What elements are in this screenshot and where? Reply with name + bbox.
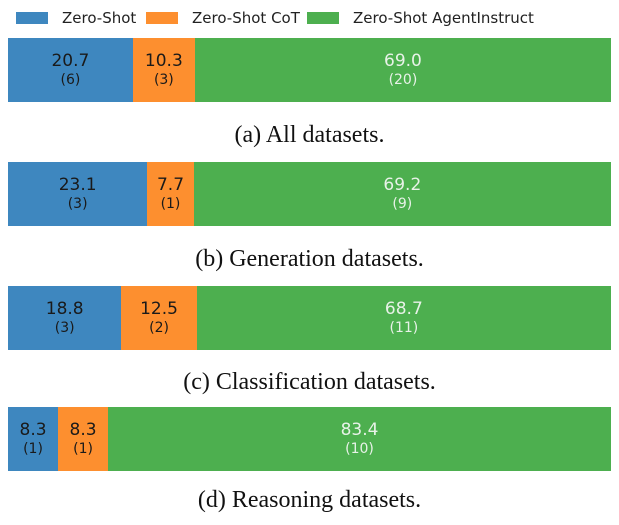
- segment-count-label: (1): [73, 441, 93, 457]
- stacked-bar-reasoning: 8.3 (1) 8.3 (1) 83.4 (10): [8, 407, 611, 471]
- segment-value-label: 8.3: [19, 420, 47, 440]
- caption-generation: (b) Generation datasets.: [195, 246, 424, 272]
- legend-label-zero-shot-agentinstruct: Zero-Shot AgentInstruct: [353, 9, 534, 27]
- segment-value-label: 23.1: [58, 175, 97, 195]
- legend: Zero-Shot Zero-Shot CoT Zero-Shot AgentI…: [0, 7, 619, 29]
- segment-count-label: (1): [160, 196, 181, 212]
- legend-label-zero-shot-cot: Zero-Shot CoT: [192, 9, 300, 27]
- bar-segment-zero-shot-agentinstruct: 69.0 (20): [194, 38, 611, 102]
- segment-count-label: (6): [60, 72, 81, 88]
- legend-swatch-zero-shot-cot: [146, 12, 178, 24]
- bar-segment-zero-shot-cot: 10.3 (3): [132, 38, 195, 102]
- legend-swatch-zero-shot: [16, 12, 48, 24]
- stacked-bar-all: 20.7 (6) 10.3 (3) 69.0 (20): [8, 38, 611, 102]
- segment-value-label: 68.7: [384, 299, 423, 319]
- bar-segment-zero-shot-agentinstruct: 69.2 (9): [193, 162, 611, 226]
- caption-reasoning: (d) Reasoning datasets.: [197, 487, 422, 513]
- segment-count-label: (9): [392, 196, 413, 212]
- segment-count-label: (3): [67, 196, 88, 212]
- legend-label-zero-shot: Zero-Shot: [62, 9, 137, 27]
- bar-segment-zero-shot-cot: 12.5 (2): [121, 286, 197, 350]
- segment-value-label: 20.7: [51, 51, 90, 71]
- legend-item-zero-shot-agentinstruct: Zero-Shot AgentInstruct: [307, 7, 534, 29]
- bar-segment-zero-shot-agentinstruct: 68.7 (11): [196, 286, 611, 350]
- segment-value-label: 10.3: [144, 51, 183, 71]
- bar-segment-zero-shot: 23.1 (3): [8, 162, 148, 226]
- stacked-bar-generation: 23.1 (3) 7.7 (1) 69.2 (9): [8, 162, 611, 226]
- segment-count-label: (1): [23, 441, 43, 457]
- bar-segment-zero-shot-cot: 7.7 (1): [147, 162, 194, 226]
- bar-segment-zero-shot: 18.8 (3): [8, 286, 122, 350]
- segment-count-label: (20): [388, 72, 418, 88]
- segment-count-label: (3): [54, 320, 75, 336]
- legend-swatch-zero-shot-agentinstruct: [307, 12, 339, 24]
- segment-value-label: 8.3: [69, 420, 97, 440]
- segment-count-label: (11): [389, 320, 419, 336]
- legend-item-zero-shot-cot: Zero-Shot CoT: [146, 7, 300, 29]
- segment-value-label: 69.0: [384, 51, 422, 71]
- bar-segment-zero-shot: 20.7 (6): [8, 38, 133, 102]
- caption-all: (a) All datasets.: [234, 122, 385, 148]
- segment-value-label: 83.4: [340, 420, 379, 440]
- stacked-bar-classification: 18.8 (3) 12.5 (2) 68.7 (11): [8, 286, 611, 350]
- segment-value-label: 69.2: [383, 175, 422, 195]
- bar-segment-zero-shot-cot: 8.3 (1): [58, 407, 109, 471]
- bar-segment-zero-shot: 8.3 (1): [8, 407, 59, 471]
- legend-item-zero-shot: Zero-Shot: [16, 7, 136, 29]
- segment-value-label: 18.8: [45, 299, 84, 319]
- segment-value-label: 7.7: [156, 175, 185, 195]
- segment-count-label: (10): [345, 441, 374, 457]
- bar-segment-zero-shot-agentinstruct: 83.4 (10): [108, 407, 611, 471]
- segment-value-label: 12.5: [140, 299, 178, 319]
- segment-count-label: (3): [153, 72, 174, 88]
- caption-classification: (c) Classification datasets.: [183, 369, 436, 395]
- segment-count-label: (2): [149, 320, 169, 336]
